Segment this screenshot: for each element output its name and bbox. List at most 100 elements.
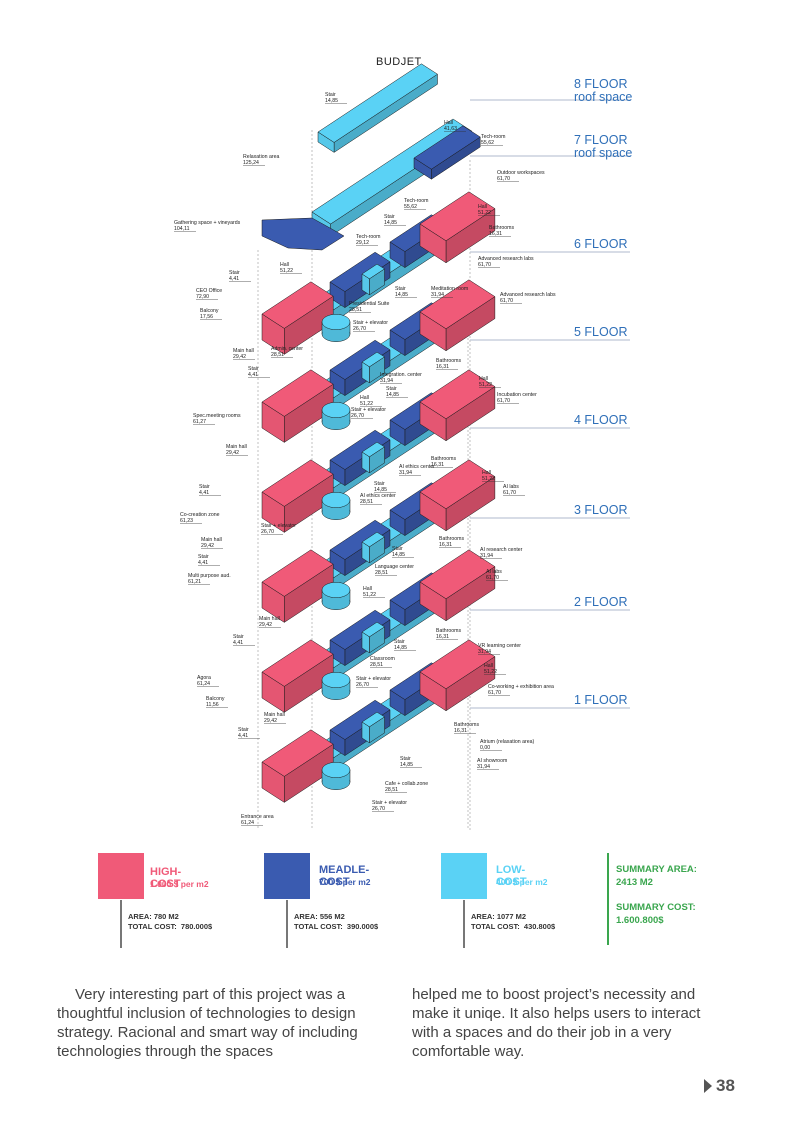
room-value: 55,62 [404,204,417,210]
floor3-left-wing-top [261,549,334,597]
room-value: 61,70 [503,490,516,496]
room-value: 4,41 [233,640,243,646]
room-label: Hall [484,663,493,669]
room-label: Stair [395,286,406,292]
room-value: 61,70 [486,575,499,581]
room-value: 16,31 [439,542,452,548]
room-value: 51,22 [360,401,373,407]
room-label: Spec.meeting rooms [193,413,241,419]
floor6-stair-top [321,314,351,330]
room-label: Incubation center [497,392,537,398]
room-label: Bathrooms [439,536,464,542]
room-value: 16,31 [436,634,449,640]
floor7-outdoor-top [413,125,481,170]
room-label: Hall [363,586,372,592]
room-value: 51,22 [363,592,376,598]
room-label: Gathering space + vineyards [174,220,241,226]
room-label: Stair [198,554,209,560]
room-label: Stair + elevator [261,523,296,529]
room-value: 61,21 [188,579,201,585]
floor4-right-wing-top [419,369,496,420]
room-label: Stair [233,634,244,640]
room-label: Main hall [201,537,222,543]
room-label: Stair [394,639,405,645]
low-cost-total: TOTAL COST: 430.800$ [471,922,556,931]
floor4-left-wing-top [261,459,334,507]
floor3-mid-a-top [329,519,391,560]
room-value: 4,41 [248,372,258,378]
summary-cost-label: SUMMARY COST: [616,902,696,913]
floor-label: 2 FLOOR [574,595,628,609]
floor7-gathering [261,217,345,251]
room-value: 31,94 [478,649,491,655]
room-value: 61,70 [497,176,510,182]
room-label: Advanced research labs [500,292,556,298]
room-label: Stair [199,484,210,490]
floor1-stair-block-top [361,711,385,728]
floor3-stair-top [321,582,351,598]
body-text-left: Very interesting part of this project wa… [57,986,358,1060]
floor3-right-wing-top [419,459,496,510]
floor-label: 4 FLOOR [574,413,628,427]
room-value: 125,24 [243,160,259,166]
room-label: AI showroom [477,758,507,764]
room-value: 61,70 [497,398,510,404]
room-label: Entrance area [241,814,274,820]
room-label: Stair [386,386,397,392]
floor-sub-label: roof space [574,90,632,104]
floor6-stair-block-top [361,263,385,280]
room-value: 29,12 [356,240,369,246]
room-label: Stair [400,756,411,762]
floor4-mid-a-top [329,429,391,470]
room-label: Stair + elevator [356,676,391,682]
room-value: 61,70 [488,690,501,696]
room-label: Balcony [200,308,219,314]
room-value: 4,41 [229,276,239,282]
floor1-right-wing-top [419,639,496,690]
room-value: 14,85 [400,762,413,768]
room-value: 31,94 [399,470,412,476]
floor1-left-wing-top [261,729,334,777]
summary-divider [607,853,609,945]
high-cost-swatch [98,853,144,899]
low-cost-swatch [441,853,487,899]
floor-label: 8 FLOOR [574,77,628,91]
floor7-plate-top [311,118,473,225]
room-value: 61,70 [500,298,513,304]
room-value: 16,31 [436,364,449,370]
floor-label: 6 FLOOR [574,237,628,251]
room-value: 28,51 [385,787,398,793]
low-cost-rate: 400 $ per m2 [496,877,548,887]
high-cost-rate: 1.000 $ per m2 [150,879,209,889]
floor4-stair-top [321,492,351,508]
room-label: Main hall [226,444,247,450]
room-value: 26,70 [356,682,369,688]
room-label: Stair + elevator [351,407,386,413]
floor2-right-wing-top [419,549,496,600]
medium-cost-total: TOTAL COST: 390.000$ [294,922,379,931]
summary-area-value: 2413 M2 [616,877,653,888]
medium-cost-area: AREA: 556 M2 [294,912,345,921]
room-value: 14,85 [394,645,407,651]
room-value: 14,85 [374,487,387,493]
floor-sub-label: roof space [574,146,632,160]
room-value: 14,85 [384,220,397,226]
room-value: 0,00 [480,745,490,751]
floor5-right-wing-top [419,279,496,330]
high-cost-area: AREA: 780 M2 [128,912,179,921]
room-value: 61,27 [193,419,206,425]
room-value: 29,42 [259,622,272,628]
room-label: Multi purpose aud. [188,573,231,579]
room-label: Bathrooms [454,722,479,728]
room-label: Stair [325,92,336,98]
floor5-mid-a-top [329,339,391,380]
floor6-left-wing-top [261,281,334,329]
room-value: 28,51 [370,662,383,668]
room-value: 51,22 [484,669,497,675]
room-label: Meditation room [431,286,468,292]
room-label: Bathrooms [489,225,514,231]
floor-label: 3 FLOOR [574,503,628,517]
room-value: 31,94 [480,553,493,559]
room-value: 51,22 [482,476,495,482]
room-label: Presidential Suite [349,301,389,307]
